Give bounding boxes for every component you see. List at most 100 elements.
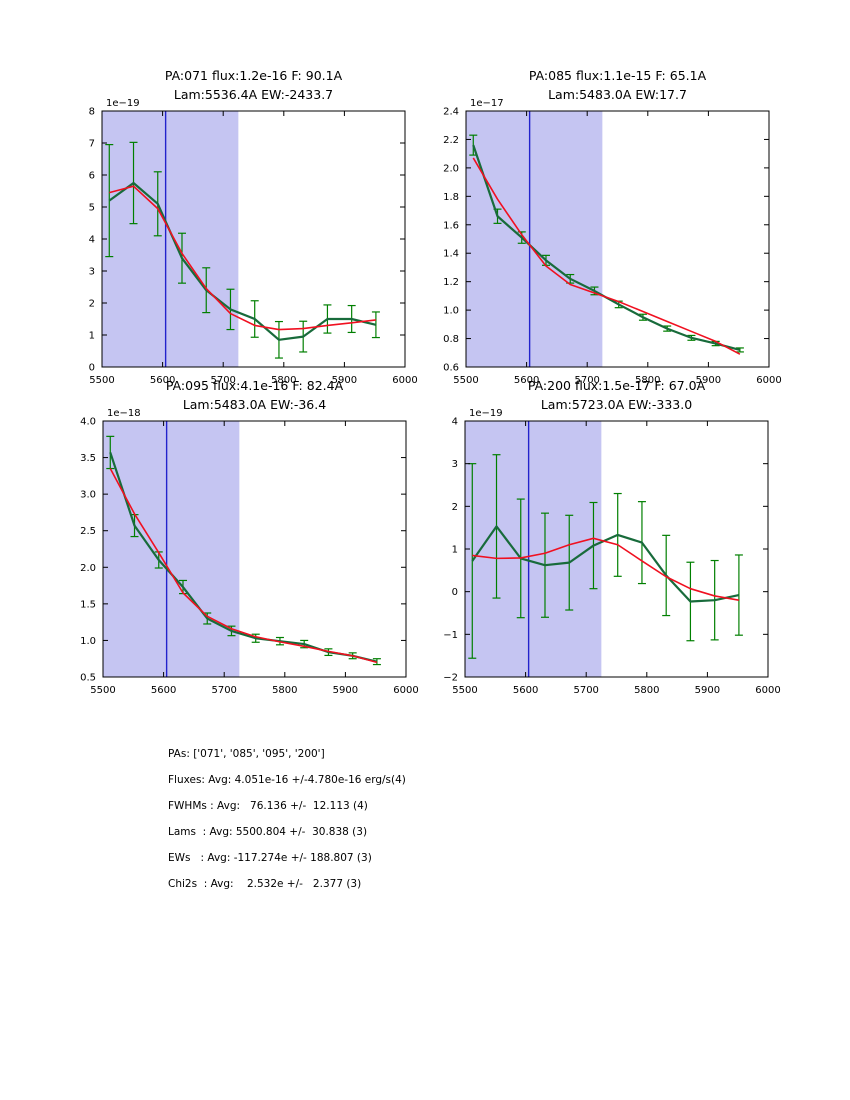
y-tick-label: 4 (89, 235, 95, 246)
x-tick-label: 5800 (271, 375, 296, 386)
summary-line-lams: Lams : Avg: 5500.804 +/- 30.838 (3) (168, 826, 368, 838)
y-axis-offset-label: 1e−17 (470, 98, 504, 109)
y-tick-label: 0 (89, 363, 95, 374)
x-tick-label: 5600 (514, 375, 539, 386)
spectrum-data-line (471, 525, 740, 603)
y-tick-label: 2.2 (443, 135, 459, 146)
x-tick-label: 5700 (211, 685, 236, 696)
chart-svg: 5500 5600 5700 5800 5900 6000 0 1 2 3 4 5 6 7 8 PA:071 … (89, 68, 418, 386)
y-tick-label: 1 (89, 331, 95, 342)
fit-window-band (465, 421, 602, 677)
y-tick-label: 4 (452, 417, 458, 428)
y-tick-label: 2.0 (443, 163, 459, 174)
x-tick-label: 5800 (635, 375, 660, 386)
y-tick-label: 8 (89, 107, 95, 118)
y-tick-label: 1.0 (443, 306, 459, 317)
subplot-title-line1: PA:071 flux:1.2e-16 F: 90.1A (165, 68, 343, 83)
x-tick-label: 5900 (696, 375, 721, 386)
x-tick-label: 5700 (574, 375, 599, 386)
x-tick-label: 5500 (90, 685, 115, 696)
y-tick-label: 0.8 (443, 334, 459, 345)
y-tick-label: 6 (89, 171, 95, 182)
y-tick-label: −2 (443, 673, 458, 684)
y-axis-ticks: −2 −1 0 1 2 3 4 (443, 417, 768, 684)
subplot-title-line1: PA:085 flux:1.1e-15 F: 65.1A (529, 68, 707, 83)
subplot-pa095: 5500 5600 5700 5800 5900 6000 0.5 1.0 1.5 2.0 2.5 3… (53, 366, 420, 709)
y-tick-label: 4.0 (80, 417, 96, 428)
y-axis-ticks: 0.6 0.8 1.0 1.2 1.4 1.6 1.8 2.0 2.2 2.4 (443, 107, 769, 374)
y-tick-label: 2.4 (443, 107, 459, 118)
axes-frame (465, 110, 770, 368)
model-fit-line (472, 537, 740, 601)
x-axis-ticks: 5500 5600 5700 5800 5900 6000 (453, 111, 782, 386)
subplot-pa085: 5500 5600 5700 5800 5900 6000 0.6 0.8 1.0 1.2 1.4 1… (416, 56, 783, 399)
y-tick-label: −1 (443, 630, 458, 641)
y-tick-label: 3.5 (80, 453, 96, 464)
y-tick-label: 3.0 (80, 490, 96, 501)
summary-line-fwhms: FWHMs : Avg: 76.136 +/- 12.113 (4) (168, 800, 368, 812)
y-tick-label: 1.2 (443, 277, 459, 288)
model-fit-line (109, 468, 378, 664)
subplot-title-line1: PA:200 flux:1.5e-17 F: 67.0A (528, 378, 706, 393)
y-tick-label: 5 (89, 203, 95, 214)
subplot-title-line2: Lam:5483.0A EW:-36.4 (183, 397, 326, 412)
y-axis-offset-label: 1e−19 (469, 408, 503, 419)
y-tick-label: 1.0 (80, 636, 96, 647)
model-fit-line (472, 157, 741, 355)
subplot-pa200: 5500 5600 5700 5800 5900 6000 −2 −1 0 1 2 3 4 PA:200 … (415, 366, 782, 709)
x-tick-label: 5800 (272, 685, 297, 696)
y-tick-label: 1.8 (443, 192, 459, 203)
x-axis-ticks: 5500 5600 5700 5800 5900 6000 (90, 421, 419, 696)
y-tick-label: 1 (452, 545, 458, 556)
x-tick-label: 5600 (151, 685, 176, 696)
subplot-pa071: 5500 5600 5700 5800 5900 6000 0 1 2 3 4 5 6 7 8 PA:071 … (52, 56, 419, 399)
y-tick-label: 2.5 (80, 526, 96, 537)
y-tick-label: 0.5 (80, 673, 96, 684)
subplot-title-line1: PA:095 flux:4.1e-16 F: 82.4A (166, 378, 344, 393)
y-axis-ticks: 0 1 2 3 4 5 6 7 8 (89, 107, 405, 374)
y-tick-label: 2 (89, 299, 95, 310)
summary-line-pas: PAs: ['071', '085', '095', '200'] (168, 748, 325, 760)
x-tick-label: 5500 (453, 375, 478, 386)
axes-frame (102, 420, 407, 678)
model-fit-line (109, 185, 377, 331)
x-tick-label: 5500 (452, 685, 477, 696)
x-tick-label: 5900 (695, 685, 720, 696)
y-tick-label: 1.5 (80, 599, 96, 610)
chart-svg: 5500 5600 5700 5800 5900 6000 −2 −1 0 1 2 3 4 PA:200 … (443, 378, 781, 696)
subplot-title-line2: Lam:5723.0A EW:-333.0 (541, 397, 692, 412)
x-tick-label: 6000 (393, 685, 418, 696)
y-tick-label: 2 (452, 502, 458, 513)
x-tick-label: 6000 (755, 685, 780, 696)
x-tick-label: 5900 (333, 685, 358, 696)
summary-line-chi2s: Chi2s : Avg: 2.532e +/- 2.377 (3) (168, 878, 362, 890)
x-tick-label: 6000 (392, 375, 417, 386)
x-tick-label: 5700 (210, 375, 235, 386)
summary-line-ews: EWs : Avg: -117.274e +/- 188.807 (3) (168, 852, 372, 864)
y-tick-label: 3 (89, 267, 95, 278)
subplot-title-line2: Lam:5483.0A EW:17.7 (548, 87, 687, 102)
x-tick-label: 5900 (332, 375, 357, 386)
chart-svg: 5500 5600 5700 5800 5900 6000 0.5 1.0 1.5 2.0 2.5 3… (80, 378, 419, 696)
x-tick-label: 5700 (573, 685, 598, 696)
y-axis-offset-label: 1e−19 (106, 98, 140, 109)
spectrum-data-line (108, 181, 377, 341)
fit-window-band (103, 421, 240, 677)
y-tick-label: 1.6 (443, 220, 459, 231)
x-tick-label: 5800 (634, 685, 659, 696)
x-tick-label: 5600 (513, 685, 538, 696)
summary-text-block: PAs: ['071', '085', '095', '200'] Fluxes… (168, 741, 406, 897)
subplot-title-line2: Lam:5536.4A EW:-2433.7 (174, 87, 333, 102)
y-axis-ticks: 0.5 1.0 1.5 2.0 2.5 3.0 3.5 4.0 (80, 417, 406, 684)
y-tick-label: 3 (452, 459, 458, 470)
y-tick-label: 1.4 (443, 249, 459, 260)
chart-svg: 5500 5600 5700 5800 5900 6000 0.6 0.8 1.0 1.2 1.4 1… (443, 68, 782, 386)
x-axis-ticks: 5500 5600 5700 5800 5900 6000 (89, 111, 418, 386)
x-tick-label: 5500 (89, 375, 114, 386)
fit-window-band (466, 111, 603, 367)
y-tick-label: 2.0 (80, 563, 96, 574)
y-tick-label: 0 (452, 587, 458, 598)
x-axis-ticks: 5500 5600 5700 5800 5900 6000 (452, 421, 781, 696)
y-tick-label: 0.6 (443, 363, 459, 374)
